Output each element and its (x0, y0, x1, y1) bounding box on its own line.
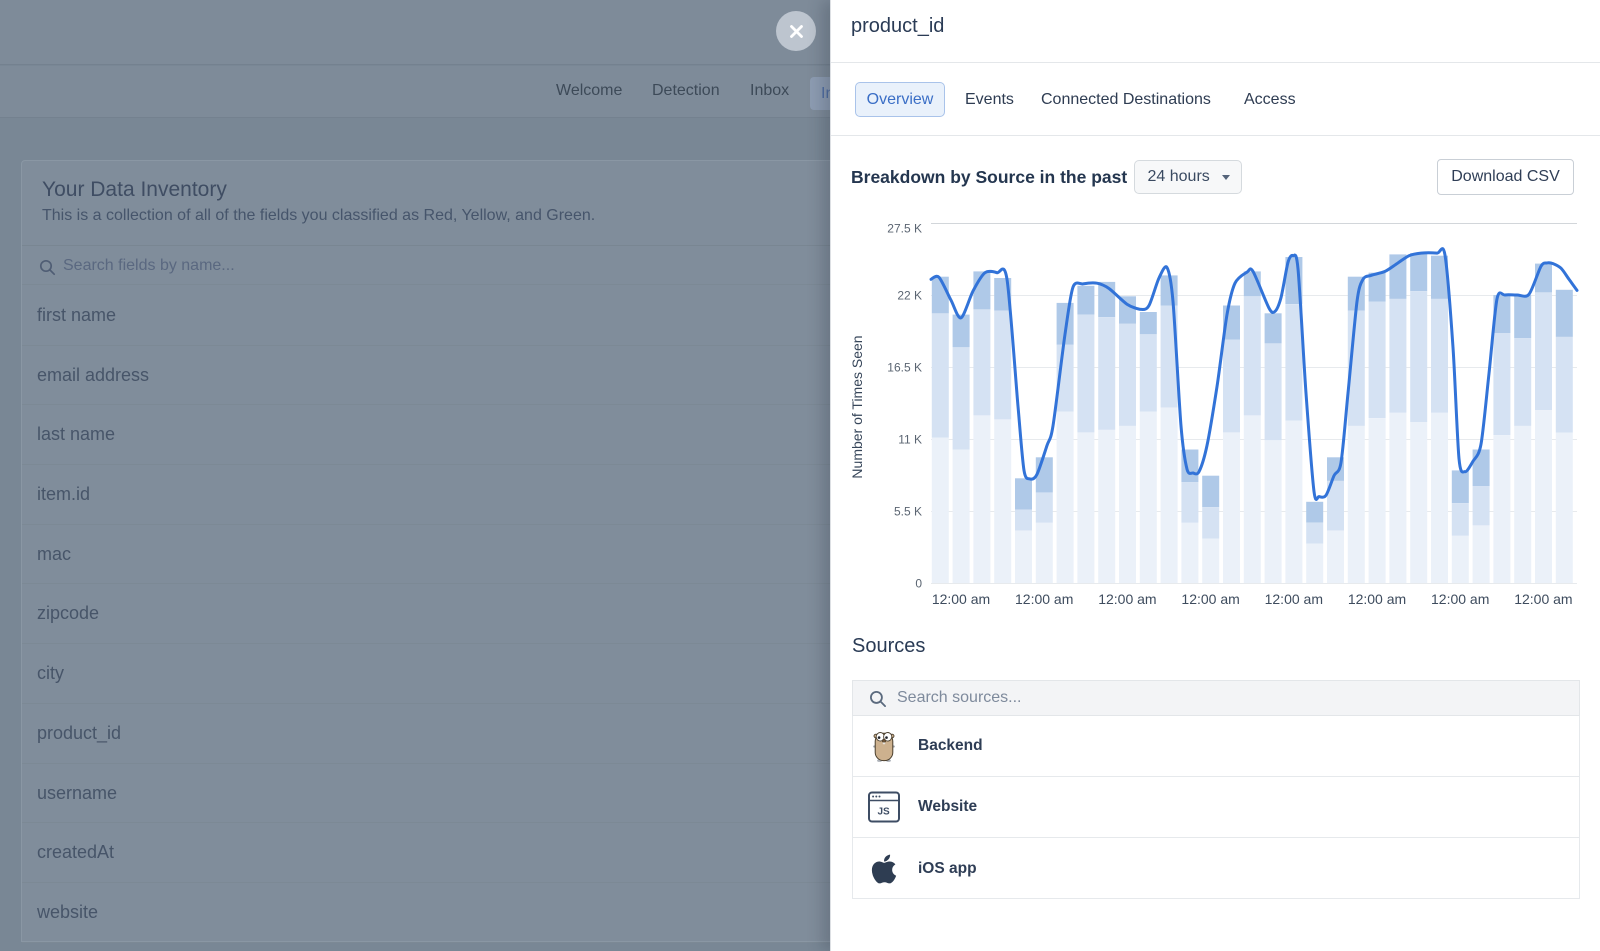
svg-text:5.5 K: 5.5 K (894, 505, 922, 519)
svg-text:27.5 K: 27.5 K (887, 222, 922, 236)
svg-text:12:00 am: 12:00 am (1431, 591, 1489, 607)
svg-text:12:00 am: 12:00 am (1265, 591, 1323, 607)
svg-text:22 K: 22 K (897, 289, 922, 303)
svg-text:12:00 am: 12:00 am (1348, 591, 1406, 607)
svg-text:12:00 am: 12:00 am (932, 591, 990, 607)
svg-text:12:00 am: 12:00 am (1015, 591, 1073, 607)
svg-text:16.5 K: 16.5 K (887, 361, 922, 375)
svg-text:11 K: 11 K (898, 433, 922, 447)
svg-text:Number of Times Seen: Number of Times Seen (849, 335, 865, 478)
svg-text:0: 0 (915, 577, 922, 591)
svg-text:12:00 am: 12:00 am (1514, 591, 1572, 607)
svg-text:12:00 am: 12:00 am (1098, 591, 1156, 607)
svg-text:12:00 am: 12:00 am (1181, 591, 1239, 607)
svg-text:JS: JS (878, 807, 891, 818)
